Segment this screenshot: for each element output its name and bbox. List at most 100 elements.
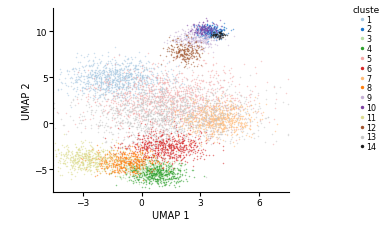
Point bbox=[107, 160, 113, 163]
Point bbox=[168, 149, 174, 153]
Point bbox=[143, 103, 149, 106]
Point bbox=[182, 107, 188, 110]
Point bbox=[163, 88, 169, 92]
Point bbox=[139, 186, 145, 189]
Point bbox=[159, 137, 165, 141]
Point bbox=[124, 101, 130, 105]
Point bbox=[225, 81, 231, 85]
Point bbox=[161, 142, 167, 145]
Point bbox=[114, 70, 120, 74]
Point bbox=[183, 118, 189, 121]
Point bbox=[179, 97, 185, 101]
Point bbox=[168, 167, 174, 171]
Point bbox=[179, 103, 185, 107]
Point bbox=[100, 87, 106, 90]
Point bbox=[123, 156, 129, 160]
Point bbox=[139, 139, 146, 143]
Point bbox=[97, 155, 103, 159]
Point bbox=[97, 104, 103, 108]
Point bbox=[166, 142, 173, 146]
Point bbox=[173, 140, 179, 143]
Point bbox=[154, 170, 160, 173]
Point bbox=[138, 171, 144, 175]
Point bbox=[198, 29, 204, 33]
Point bbox=[72, 158, 78, 162]
Point bbox=[173, 31, 179, 35]
Point bbox=[253, 71, 260, 75]
Point bbox=[113, 164, 119, 167]
Point bbox=[99, 162, 105, 166]
Point bbox=[182, 46, 188, 50]
Point bbox=[220, 119, 226, 123]
Point bbox=[159, 173, 165, 176]
Point bbox=[114, 79, 120, 83]
Point bbox=[135, 100, 141, 104]
Point bbox=[123, 82, 129, 86]
Point bbox=[188, 115, 194, 119]
Point bbox=[212, 109, 218, 113]
Point bbox=[176, 137, 182, 141]
Point bbox=[108, 70, 114, 73]
Point bbox=[256, 105, 262, 109]
Point bbox=[122, 74, 128, 78]
Point bbox=[174, 156, 180, 159]
Point bbox=[190, 118, 196, 121]
Point bbox=[179, 146, 185, 149]
Point bbox=[24, 146, 30, 150]
Point bbox=[147, 144, 153, 147]
Point bbox=[105, 51, 111, 55]
Point bbox=[143, 123, 149, 127]
Point bbox=[130, 153, 136, 156]
Point bbox=[95, 84, 101, 87]
Point bbox=[174, 55, 180, 59]
Point bbox=[146, 140, 152, 143]
Point bbox=[122, 75, 128, 79]
Point bbox=[242, 117, 248, 120]
Point bbox=[154, 99, 160, 103]
Point bbox=[141, 158, 147, 161]
Point bbox=[168, 102, 174, 106]
Point bbox=[123, 159, 129, 163]
Point bbox=[157, 104, 163, 108]
Point bbox=[248, 116, 254, 120]
Point bbox=[114, 111, 120, 115]
Point bbox=[180, 150, 187, 154]
Point bbox=[117, 94, 123, 98]
Point bbox=[95, 64, 101, 67]
Point bbox=[229, 115, 235, 118]
Point bbox=[85, 158, 91, 162]
Point bbox=[228, 135, 234, 139]
Point bbox=[105, 79, 111, 82]
Point bbox=[142, 158, 148, 161]
Point bbox=[191, 42, 197, 46]
Point bbox=[174, 99, 180, 102]
Point bbox=[205, 27, 211, 30]
Point bbox=[162, 172, 168, 176]
Point bbox=[68, 163, 74, 167]
Point bbox=[131, 154, 137, 158]
Point bbox=[189, 153, 195, 156]
Point bbox=[195, 105, 201, 109]
Point bbox=[234, 104, 240, 107]
Point bbox=[144, 112, 150, 116]
Point bbox=[158, 142, 164, 146]
Point bbox=[169, 98, 175, 102]
Point bbox=[170, 127, 176, 130]
Point bbox=[131, 77, 137, 81]
Point bbox=[149, 89, 155, 93]
Point bbox=[117, 162, 123, 166]
Point bbox=[203, 102, 209, 106]
Point bbox=[133, 65, 139, 68]
Point bbox=[212, 34, 218, 38]
Point bbox=[115, 93, 121, 96]
Point bbox=[114, 68, 120, 72]
Point bbox=[159, 76, 165, 80]
Point bbox=[227, 107, 233, 111]
Point bbox=[118, 160, 124, 164]
Point bbox=[187, 115, 193, 118]
Point bbox=[80, 111, 86, 115]
Point bbox=[179, 45, 185, 48]
Point bbox=[185, 28, 192, 32]
Point bbox=[119, 126, 125, 130]
Point bbox=[222, 72, 228, 76]
